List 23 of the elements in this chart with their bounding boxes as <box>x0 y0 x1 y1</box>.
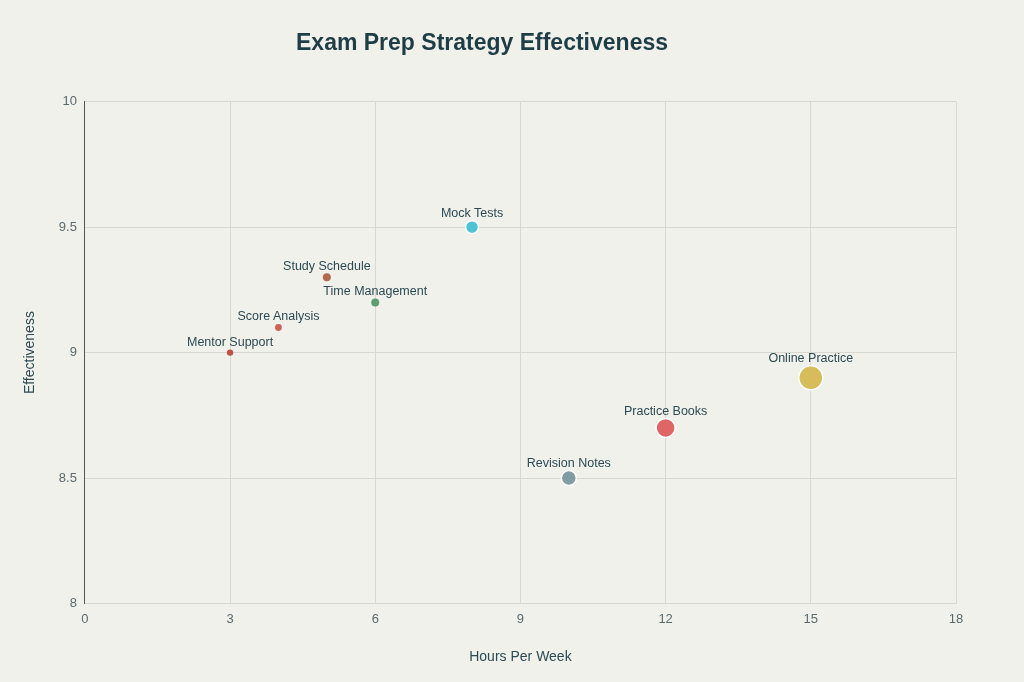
y-tick-label: 9.5 <box>58 218 77 234</box>
series-label: Study Schedule <box>283 258 371 273</box>
x-axis-title: Hours Per Week <box>469 648 573 665</box>
y-tick-label: 10 <box>62 93 77 109</box>
x-tick-label: 12 <box>658 610 673 626</box>
x-tick-label: 6 <box>371 610 379 626</box>
x-tick-label: 18 <box>948 610 964 626</box>
x-tick-label: 0 <box>81 610 89 626</box>
series-label: Score Analysis <box>237 309 320 324</box>
series-label: Mentor Support <box>186 334 274 349</box>
x-tick-label: 9 <box>516 610 525 626</box>
y-axis-title: Effectiveness <box>21 311 38 395</box>
x-tick-label: 15 <box>803 610 819 626</box>
series-label: Online Practice <box>768 350 854 365</box>
series-label: Time Management <box>323 283 428 298</box>
y-tick-label: 8.5 <box>58 469 77 485</box>
series-label: Practice Books <box>623 403 708 418</box>
x-tick-label: 3 <box>226 610 234 626</box>
y-tick-label: 8 <box>69 595 77 611</box>
series-label: Mock Tests <box>440 205 504 220</box>
y-tick-label: 9 <box>69 344 77 360</box>
series-label: Revision Notes <box>526 455 611 470</box>
chart-title: Exam Prep Strategy Effectiveness <box>295 29 669 56</box>
